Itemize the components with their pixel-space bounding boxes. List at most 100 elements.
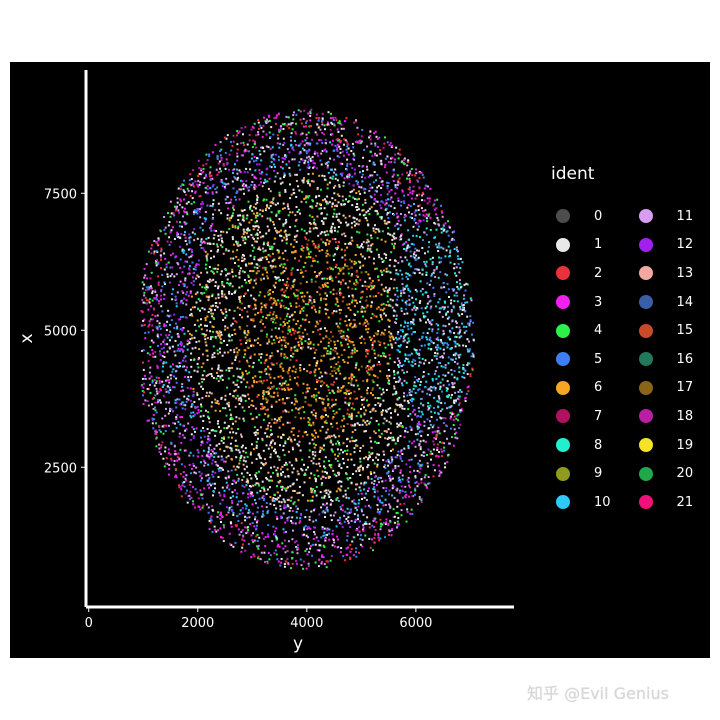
data-point [190,249,193,251]
data-point [339,332,342,335]
data-point [319,371,322,374]
data-point [385,270,388,273]
data-point [309,527,312,530]
data-point [411,404,414,407]
data-point [355,415,358,417]
data-point [309,342,312,345]
data-point [392,173,395,176]
data-point [207,450,210,453]
data-point [266,379,269,382]
data-point [461,375,464,378]
data-point [222,441,225,444]
data-point [238,298,241,301]
data-point [266,511,269,514]
data-point [471,352,474,355]
data-point [466,338,469,341]
data-point [339,318,342,321]
data-point [264,359,267,362]
data-point [213,452,216,455]
data-point [303,431,306,434]
data-point [287,505,290,508]
data-point [377,442,380,444]
data-point [418,186,421,189]
data-point [290,269,293,272]
data-point [280,235,283,238]
data-point [378,320,381,323]
data-point [324,308,327,311]
data-point [354,518,357,521]
data-point [182,350,185,353]
data-point [265,208,267,210]
data-point [168,236,171,239]
data-point [262,130,265,133]
data-point [327,123,330,126]
data-point [295,173,298,176]
data-point [271,479,274,482]
data-point [366,168,369,171]
data-point [181,248,184,251]
data-point [358,468,361,471]
data-point [315,275,318,278]
data-point [313,508,316,511]
data-point [396,505,399,508]
data-point [200,477,203,480]
data-point [273,318,276,321]
data-point [270,156,273,159]
data-point [199,309,201,312]
data-point [284,409,287,412]
data-point [394,293,397,296]
data-point [220,439,223,442]
data-point [227,454,230,457]
data-point [354,254,357,256]
data-point [397,465,400,468]
data-point [251,512,254,515]
data-point [142,301,145,304]
data-point [256,342,259,344]
data-point [372,227,375,230]
data-point [275,316,278,319]
data-point [434,352,437,354]
data-point [344,139,347,142]
data-point [322,285,325,288]
data-point [371,279,374,282]
data-point [225,456,228,459]
data-point [346,174,349,177]
data-point [437,362,440,365]
data-point [349,557,352,560]
data-point [301,179,304,182]
data-point [459,267,462,269]
data-point [240,454,243,457]
data-point [182,282,185,285]
data-point [313,396,316,399]
data-point [327,389,330,392]
data-point [424,291,427,294]
data-point [270,245,273,248]
data-point [386,295,389,298]
data-point [346,553,349,556]
data-point [267,261,270,264]
data-point [287,207,290,210]
data-point [214,336,217,339]
data-point [208,421,211,424]
data-point [299,255,302,258]
data-point [387,198,390,201]
data-point [184,404,187,407]
data-point [288,151,291,154]
data-point [238,272,241,274]
data-point [147,308,150,311]
data-point [338,195,341,197]
data-point [278,279,281,282]
data-point [274,321,277,324]
data-point [232,317,235,320]
data-point [378,499,381,502]
data-point [291,471,294,474]
data-point [390,157,392,160]
data-point [216,158,219,160]
data-point [465,325,468,328]
data-point [334,144,337,147]
data-point [168,391,171,394]
data-point [379,518,382,521]
data-point [272,265,275,268]
data-point [207,438,210,441]
data-point [382,388,384,391]
